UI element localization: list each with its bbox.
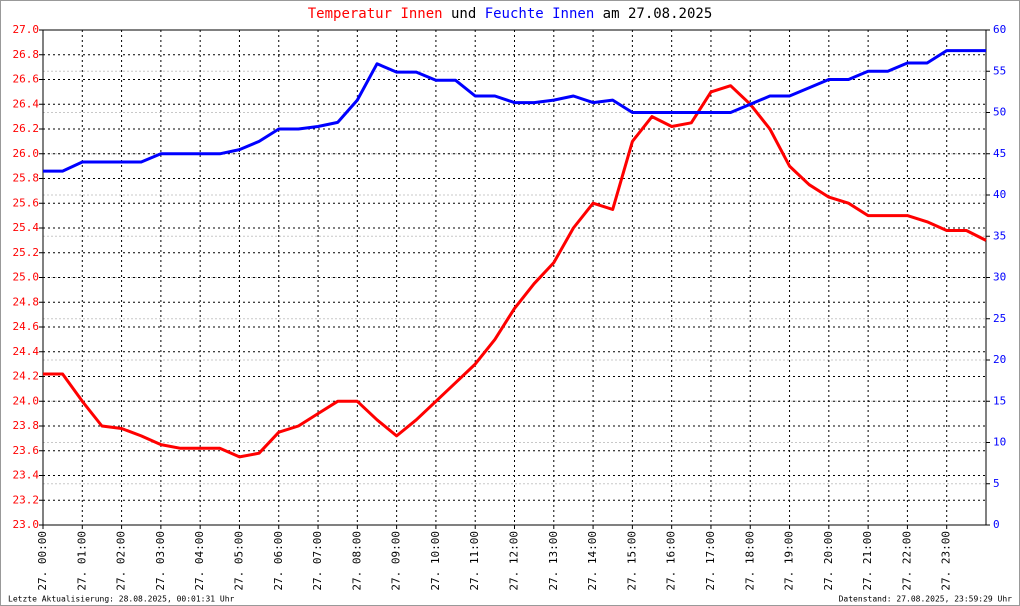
x-tick-label: 27. 11:00 [468,531,481,591]
y-tick-label: 24.2 [13,370,40,383]
x-tick-label: 27. 23:00 [940,531,953,591]
y-tick-label: 26.6 [13,73,40,86]
x-tick-label: 27. 01:00 [75,531,88,591]
x-tick-label: 27. 08:00 [350,531,363,591]
y2-tick-label: 35 [993,229,1006,242]
y-tick-label: 27.0 [13,23,40,36]
title-part: am 27.08.2025 [603,6,713,22]
y-tick-label: 25.6 [13,196,40,209]
x-tick-label: 27. 04:00 [193,531,206,591]
x-tick-label: 27. 06:00 [272,531,285,591]
plot-border [42,29,987,526]
y-tick-label: 26.2 [13,122,40,135]
y-tick-label: 26.8 [13,48,40,61]
y-tick-label: 24.0 [13,394,40,407]
y2-tick-label: 5 [993,477,1000,490]
y-tick-label: 25.2 [13,246,40,259]
y-tick-label: 26.0 [13,147,40,160]
x-tick-label: 27. 22:00 [900,531,913,591]
data-note: Datenstand: 27.08.2025, 23:59:29 Uhr [839,595,1013,604]
y2-tick-label: 60 [993,23,1006,36]
y2-tick-label: 15 [993,394,1006,407]
y-tick-label: 23.2 [13,493,40,506]
x-tick-label: 27. 15:00 [625,531,638,591]
y-tick-label: 24.6 [13,320,40,333]
x-tick-label: 27. 13:00 [547,531,560,591]
y-tick-label: 23.4 [13,469,40,482]
y2-tick-label: 55 [993,64,1006,77]
x-tick-label: 27. 12:00 [508,531,521,591]
y2-tick-label: 50 [993,106,1006,119]
y2-tick-label: 45 [993,147,1006,160]
x-tick-label: 27. 18:00 [743,531,756,591]
chart-title: Temperatur Innen und Feuchte Innen am 27.08… [308,6,713,22]
x-tick-label: 27. 17:00 [704,531,717,591]
y2-tick-label: 20 [993,353,1006,366]
x-tick-label: 27. 14:00 [586,531,599,591]
y2-tick-label: 30 [993,271,1006,284]
x-tick-label: 27. 19:00 [783,531,796,591]
y2-tick-label: 40 [993,188,1006,201]
y-tick-label: 25.0 [13,271,40,284]
y-tick-label: 23.8 [13,419,40,432]
y-tick-label: 26.4 [13,97,40,110]
data-line [43,49,986,173]
y-tick-label: 25.4 [13,221,40,234]
x-tick-label: 27. 05:00 [232,531,245,591]
y-tick-label: 24.8 [13,295,40,308]
y2-tick-label: 25 [993,312,1006,325]
x-tick-label: 27. 10:00 [429,531,442,591]
x-tick-label: 27. 07:00 [311,531,324,591]
x-tick-label: 27. 03:00 [154,531,167,591]
y-tick-label: 23.6 [13,444,40,457]
y2-tick-label: 0 [993,518,1000,531]
y-tick-label: 24.4 [13,345,40,358]
x-tick-label: 27. 09:00 [390,531,403,591]
y-tick-label: 25.8 [13,172,40,185]
x-tick-label: 27. 20:00 [822,531,835,591]
data-line [43,84,987,459]
title-part: und [451,6,476,22]
y-tick-label: 23.0 [13,518,40,531]
x-tick-label: 27. 00:00 [36,531,49,591]
x-tick-label: 27. 16:00 [665,531,678,591]
title-part: Feuchte Innen [485,6,595,22]
title-part: Temperatur Innen [308,6,443,22]
y2-tick-label: 10 [993,436,1006,449]
x-tick-label: 27. 02:00 [115,531,128,591]
x-tick-label: 27. 21:00 [861,531,874,591]
update-note: Letzte Aktualisierung: 28.08.2025, 00:01… [8,595,235,604]
